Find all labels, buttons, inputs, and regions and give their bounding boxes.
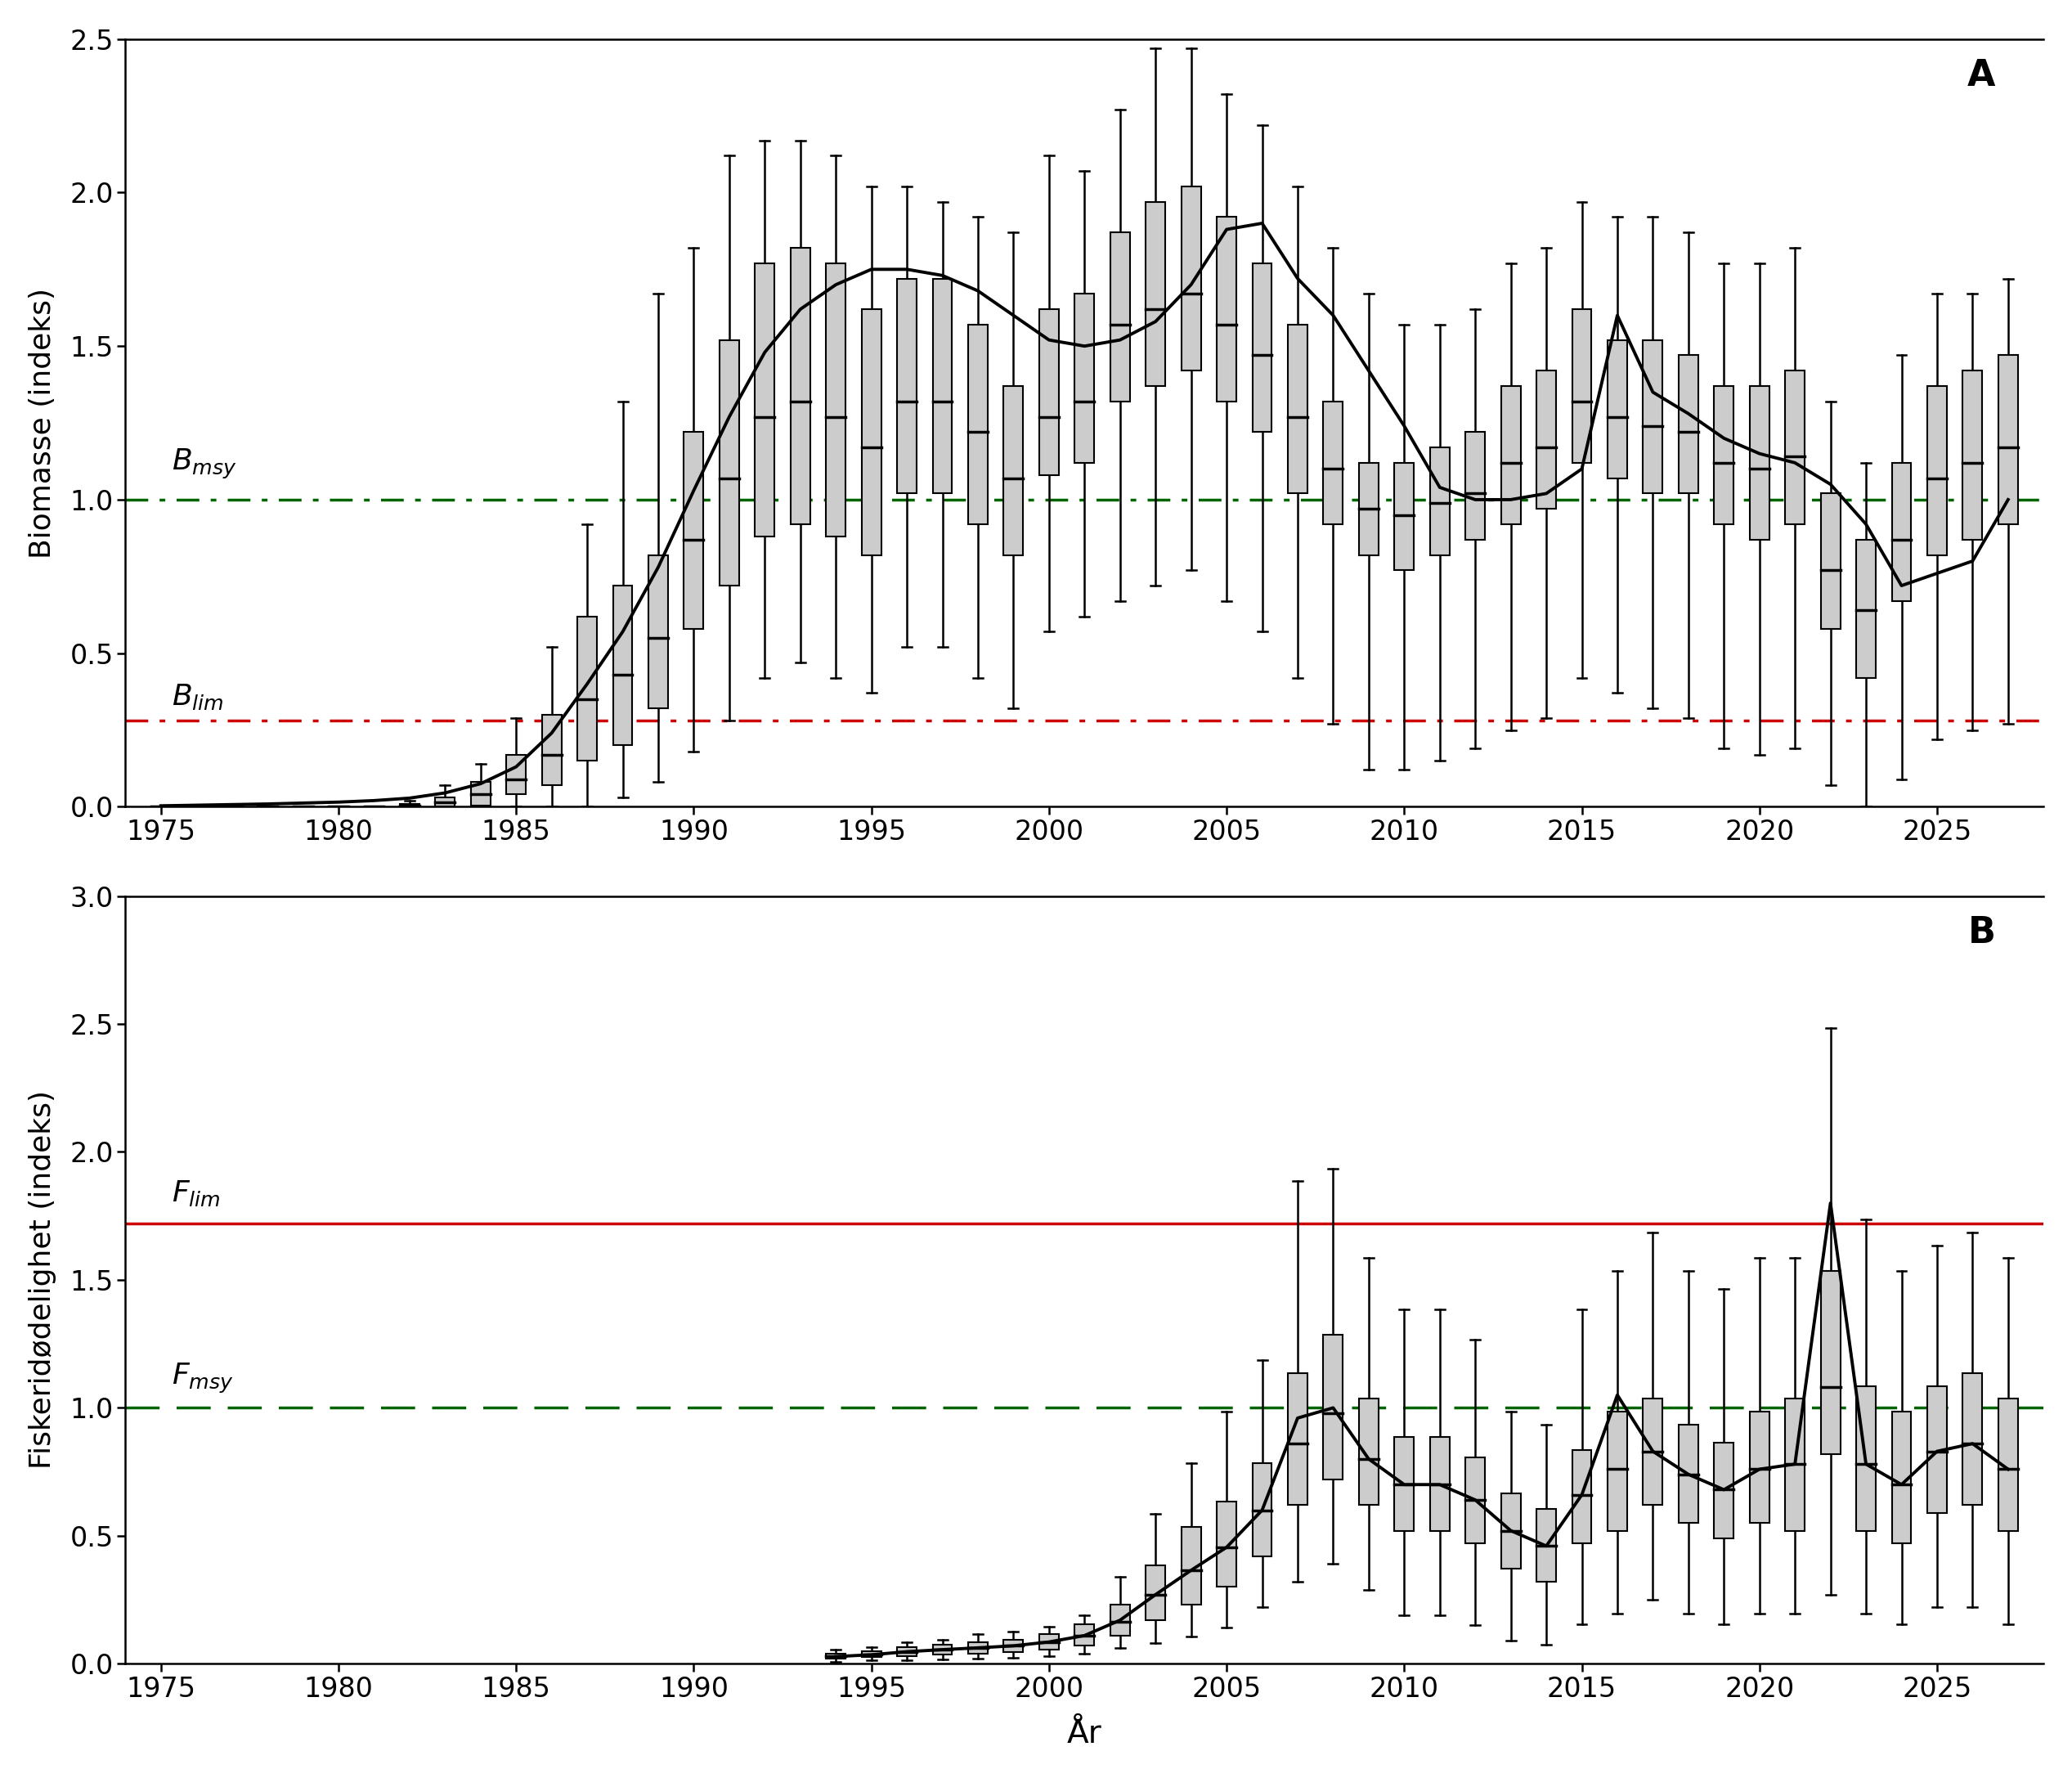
- Bar: [649, 555, 667, 708]
- Bar: [1289, 325, 1307, 494]
- Bar: [543, 715, 562, 786]
- Text: B: B: [1968, 916, 1995, 951]
- Bar: [932, 279, 953, 494]
- Bar: [1714, 1442, 1734, 1538]
- Bar: [1181, 187, 1202, 370]
- Bar: [684, 432, 704, 629]
- Bar: [578, 617, 597, 761]
- Y-axis label: Fiskeridødelighet (indeks): Fiskeridødelighet (indeks): [29, 1090, 56, 1469]
- Bar: [1608, 340, 1627, 478]
- Bar: [1857, 1387, 1875, 1531]
- Bar: [1927, 1387, 1948, 1513]
- Bar: [862, 309, 881, 555]
- Bar: [1643, 1399, 1662, 1504]
- Bar: [754, 263, 775, 537]
- Bar: [1892, 462, 1910, 601]
- Bar: [932, 1645, 953, 1655]
- Bar: [792, 247, 810, 525]
- Bar: [1003, 1639, 1024, 1652]
- Bar: [1075, 293, 1094, 462]
- Text: $B_{msy}$: $B_{msy}$: [172, 448, 236, 482]
- Bar: [1003, 386, 1024, 555]
- Bar: [1040, 309, 1059, 475]
- Bar: [1643, 340, 1662, 494]
- Bar: [968, 1641, 988, 1654]
- Bar: [1430, 448, 1450, 555]
- Bar: [1394, 462, 1413, 571]
- Bar: [1678, 1424, 1699, 1524]
- Bar: [897, 1646, 916, 1655]
- Bar: [1573, 309, 1591, 462]
- Bar: [506, 754, 526, 795]
- Bar: [1786, 370, 1805, 525]
- Y-axis label: Biomasse (indeks): Biomasse (indeks): [29, 288, 56, 558]
- Text: $F_{lim}$: $F_{lim}$: [172, 1179, 220, 1209]
- Bar: [1289, 1373, 1307, 1504]
- Bar: [1678, 356, 1699, 494]
- Bar: [1111, 233, 1129, 402]
- Bar: [897, 279, 916, 494]
- Bar: [1749, 1412, 1769, 1524]
- Bar: [470, 782, 491, 805]
- Text: $B_{lim}$: $B_{lim}$: [172, 683, 224, 711]
- Bar: [1075, 1623, 1094, 1646]
- Bar: [1359, 1399, 1378, 1504]
- Bar: [1465, 432, 1486, 539]
- Bar: [1040, 1634, 1059, 1650]
- Bar: [1573, 1451, 1591, 1543]
- Bar: [1608, 1412, 1627, 1531]
- X-axis label: År: År: [1067, 1719, 1102, 1750]
- Bar: [1251, 1463, 1272, 1556]
- Bar: [1892, 1412, 1910, 1543]
- Bar: [827, 1654, 845, 1659]
- Bar: [1394, 1437, 1413, 1531]
- Bar: [1111, 1606, 1129, 1636]
- Bar: [1430, 1437, 1450, 1531]
- Bar: [1997, 356, 2018, 525]
- Bar: [400, 804, 419, 807]
- Bar: [1962, 370, 1983, 539]
- Bar: [1324, 402, 1343, 525]
- Bar: [1500, 1494, 1521, 1568]
- Bar: [1749, 386, 1769, 539]
- Bar: [1216, 1501, 1237, 1588]
- Bar: [613, 585, 632, 745]
- Bar: [968, 325, 988, 525]
- Bar: [1359, 462, 1378, 555]
- Bar: [1465, 1458, 1486, 1543]
- Bar: [1146, 201, 1164, 386]
- Bar: [1962, 1373, 1983, 1504]
- Bar: [1537, 370, 1556, 509]
- Bar: [1786, 1399, 1805, 1531]
- Text: $F_{msy}$: $F_{msy}$: [172, 1362, 234, 1396]
- Bar: [1146, 1565, 1164, 1620]
- Text: A: A: [1968, 59, 1995, 94]
- Bar: [1927, 386, 1948, 555]
- Bar: [1181, 1527, 1202, 1606]
- Bar: [1997, 1399, 2018, 1531]
- Bar: [1821, 494, 1840, 629]
- Bar: [1714, 386, 1734, 525]
- Bar: [1821, 1271, 1840, 1454]
- Bar: [435, 798, 456, 807]
- Bar: [1500, 386, 1521, 525]
- Bar: [719, 340, 740, 585]
- Bar: [1216, 217, 1237, 402]
- Bar: [1857, 539, 1875, 677]
- Bar: [862, 1652, 881, 1657]
- Bar: [1537, 1510, 1556, 1582]
- Bar: [827, 263, 845, 537]
- Bar: [1251, 263, 1272, 432]
- Bar: [1324, 1335, 1343, 1479]
